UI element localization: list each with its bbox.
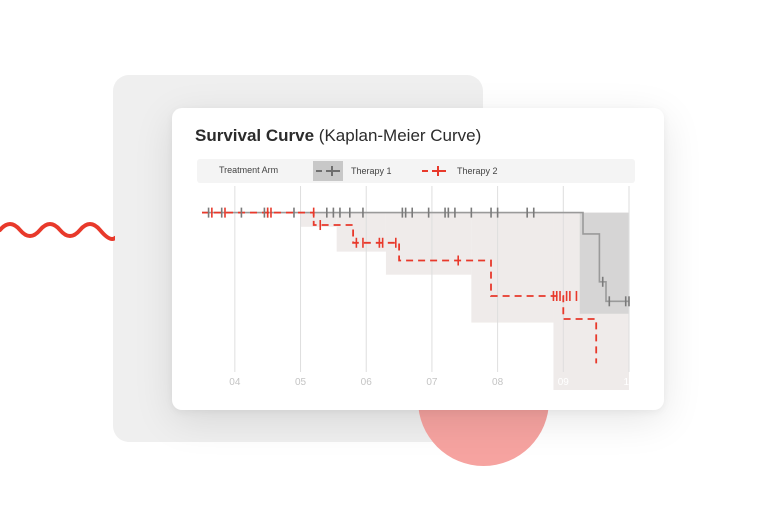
title-strong: Survival Curve [195, 126, 315, 145]
dashed-line-gray-icon [313, 161, 343, 181]
x-tick-label: 07 [426, 377, 438, 388]
legend-item-therapy-2[interactable]: Therapy 2 [419, 159, 498, 183]
legend-title: Treatment Arm [219, 165, 279, 175]
title-rest: (Kaplan-Meier Curve) [318, 126, 482, 145]
ci-band-therapy-2 [471, 212, 554, 323]
chart-title: Survival Curve (Kaplan-Meier Curve) [195, 126, 481, 146]
legend-item-therapy-1[interactable]: Therapy 1 [313, 159, 392, 183]
legend: Treatment Arm Therapy 1 Therapy 2 [197, 159, 635, 183]
x-tick-label: 10 [623, 377, 635, 388]
legend-label-therapy-2: Therapy 2 [457, 166, 498, 176]
x-tick-label: 06 [361, 377, 373, 388]
x-tick-label: 08 [492, 377, 504, 388]
dashed-line-red-icon [419, 161, 449, 181]
x-tick-label: 04 [229, 377, 241, 388]
ci-band-therapy-2 [300, 212, 337, 227]
series-line-therapy-1 [202, 211, 629, 303]
x-tick-label: 05 [295, 377, 307, 388]
survival-curve-card: Survival Curve (Kaplan-Meier Curve) Trea… [172, 108, 664, 410]
km-chart: 04 05 06 07 08 09 10 [202, 186, 635, 390]
squiggle-decoration [0, 222, 115, 241]
x-tick-label: 09 [558, 377, 570, 388]
ci-band-therapy-2 [336, 212, 386, 252]
series-line-therapy-2 [202, 211, 598, 364]
ci-band-therapy-1 [579, 212, 629, 314]
legend-label-therapy-1: Therapy 1 [351, 166, 392, 176]
ci-band-therapy-2 [385, 212, 472, 275]
